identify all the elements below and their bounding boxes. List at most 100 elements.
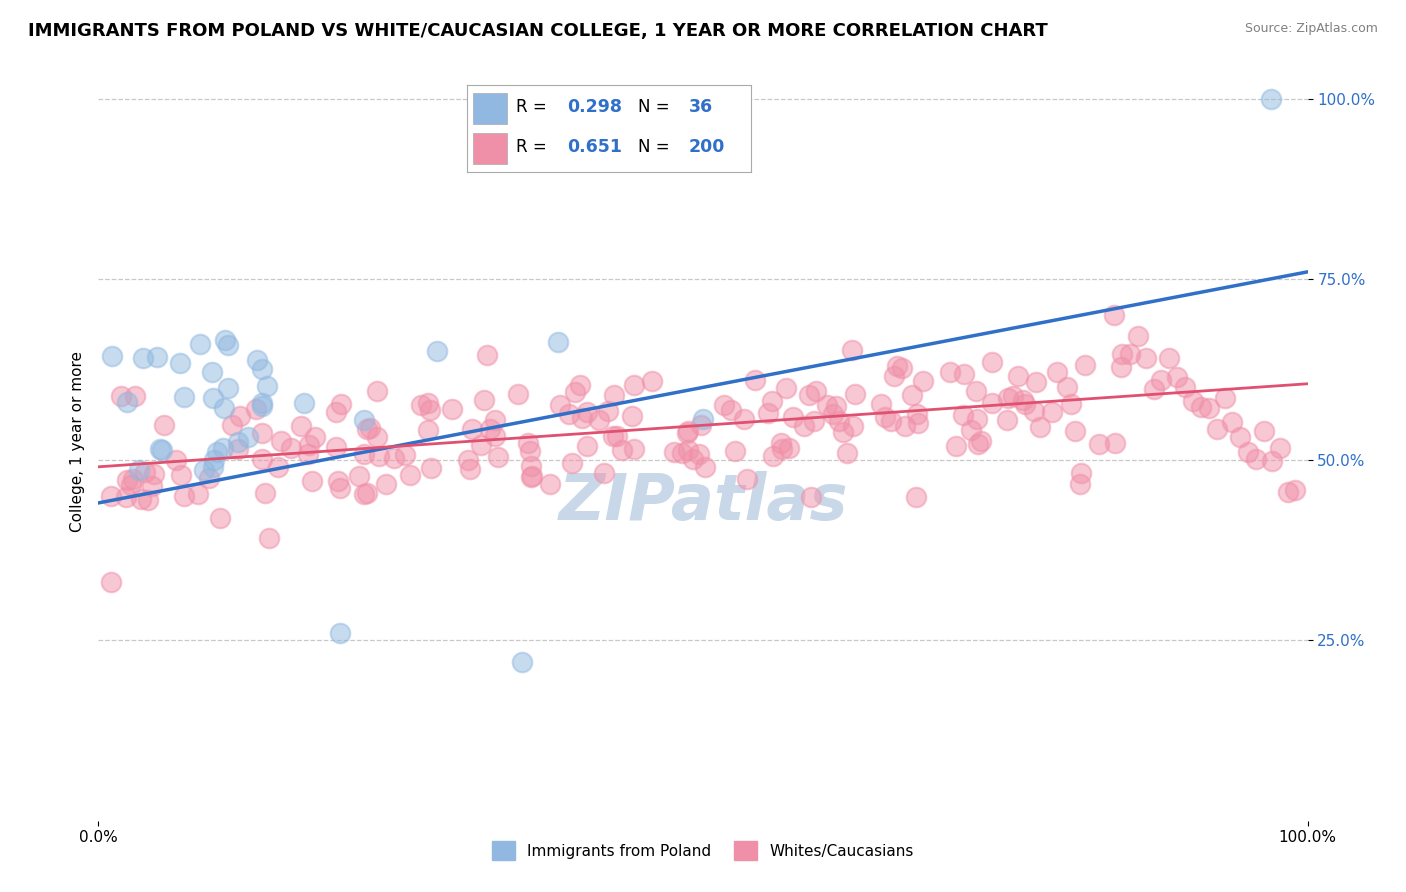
Point [775,381,797,395]
Point [165,453,187,467]
Point [1284,483,1306,497]
Point [564,384,586,399]
Point [472,392,495,407]
Point [804,384,827,399]
Point [356,485,378,500]
Point [1253,424,1275,438]
Point [1135,351,1157,365]
Point [398,467,420,482]
Point [329,626,352,640]
Point [641,375,664,389]
Point [688,447,710,461]
Point [1150,373,1173,387]
Point [737,472,759,486]
Point [569,377,592,392]
Point [1174,380,1197,394]
Point [353,487,375,501]
Point [169,356,191,370]
Point [744,373,766,387]
Point [252,425,274,440]
Point [426,344,449,359]
Point [124,389,146,403]
Point [250,452,273,467]
Point [120,478,142,492]
Point [136,493,159,508]
Point [1060,397,1083,411]
Point [115,490,138,504]
Point [214,401,236,415]
Point [150,442,173,457]
Point [366,430,388,444]
Point [761,394,783,409]
Point [394,449,416,463]
Point [510,655,533,669]
Point [800,490,823,504]
Point [121,472,143,486]
Point [901,388,924,402]
Point [1111,346,1133,360]
Point [676,425,699,440]
Point [904,490,927,504]
Point [1159,351,1181,366]
Point [907,416,929,430]
Point [228,442,250,456]
Point [797,387,820,401]
Point [131,351,153,366]
Point [762,449,785,463]
Point [1237,444,1260,458]
Point [440,402,463,417]
Point [1025,375,1047,389]
Point [418,396,440,410]
Point [844,387,866,401]
Point [366,384,388,398]
Point [803,414,825,428]
Point [870,397,893,411]
Point [571,411,593,425]
Point [969,434,991,448]
Point [359,420,381,434]
Point [356,421,378,435]
Point [479,422,502,436]
Point [1244,451,1267,466]
Point [886,359,908,373]
Point [349,468,371,483]
Point [769,435,792,450]
Point [842,419,865,434]
Point [149,442,172,457]
Point [770,442,793,457]
Point [965,384,987,399]
Point [1229,430,1251,444]
Point [1213,392,1236,406]
Point [326,474,349,488]
Point [217,338,239,352]
Point [959,423,981,437]
Point [298,438,321,452]
Point [576,404,599,418]
Point [457,453,479,467]
Point [290,418,312,433]
Point [353,412,375,426]
Point [995,413,1018,427]
Point [1074,358,1097,372]
Point [250,400,273,414]
Point [756,406,779,420]
Text: IMMIGRANTS FROM POLAND VS WHITE/CAUCASIAN COLLEGE, 1 YEAR OR MORE CORRELATION CH: IMMIGRANTS FROM POLAND VS WHITE/CAUCASIA… [28,22,1047,40]
Point [1222,416,1244,430]
Point [952,408,974,422]
Point [671,446,693,460]
Point [997,391,1019,405]
Point [690,418,713,433]
Point [693,460,716,475]
Point [202,453,225,467]
Point [221,417,243,432]
Point [325,405,347,419]
Point [1198,401,1220,415]
Point [676,442,699,457]
Point [353,447,375,461]
Point [368,449,391,463]
Point [558,407,581,421]
Point [593,466,616,480]
Point [134,465,156,479]
Point [620,409,643,424]
Point [187,487,209,501]
